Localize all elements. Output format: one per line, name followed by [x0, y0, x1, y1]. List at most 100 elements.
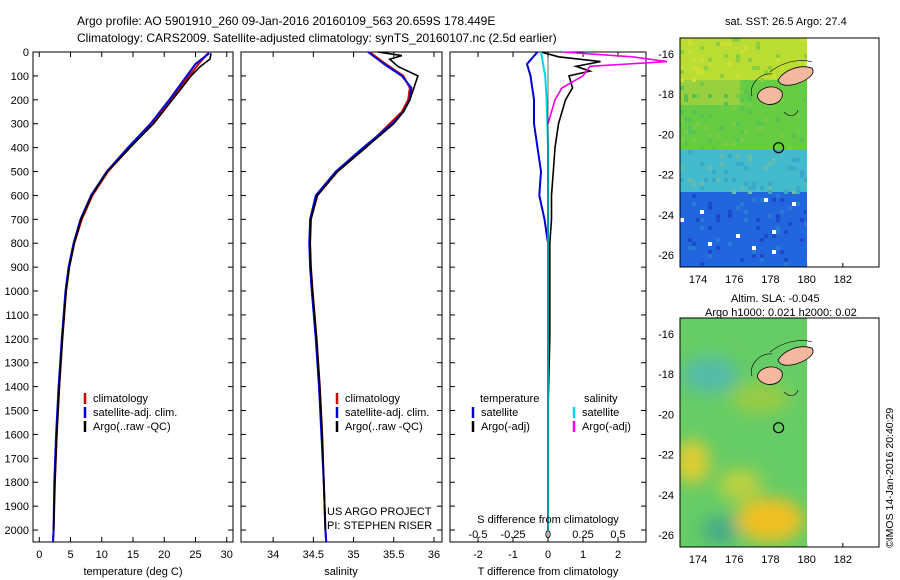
sst-pixel: [708, 58, 712, 62]
sst-pixel: [708, 62, 712, 66]
sst-pixel: [776, 226, 780, 230]
difference-x-tick-label: -1: [508, 549, 518, 561]
sst-pixel: [804, 182, 807, 186]
sst-map-lon-label: 182: [834, 274, 852, 286]
sst-pixel: [700, 114, 704, 118]
sst-pixel: [796, 186, 800, 190]
sst-pixel: [772, 250, 776, 254]
project-annotation-line2: PI: STEPHEN RISER: [327, 520, 432, 532]
sst-pixel: [688, 238, 692, 242]
difference-top-tick-label: 0.25: [572, 529, 593, 541]
sst-pixel: [744, 130, 748, 134]
sst-pixel: [688, 150, 692, 154]
sst-pixel: [680, 118, 684, 122]
sst-pixel: [780, 198, 784, 202]
sst-pixel: [716, 42, 720, 46]
sla-map-subtitle: Argo h1000: 0.021 h2000: 0.02: [705, 307, 857, 319]
reef-outline: [750, 340, 813, 396]
sst-pixel: [680, 218, 684, 222]
legend-label-climatology: climatology: [345, 393, 401, 405]
depth-tick-label: 1100: [5, 310, 29, 322]
difference-top-axis-label: S difference from climatology: [477, 514, 619, 526]
sst-pixel: [692, 202, 696, 206]
sst-pixel: [800, 170, 804, 174]
sst-pixel: [712, 170, 716, 174]
sst-pixel: [756, 218, 760, 222]
sst-pixel: [736, 74, 740, 78]
salinity-legend: climatology satellite-adj. clim. Argo(..…: [327, 393, 432, 532]
sst-coastline: [750, 60, 814, 116]
sst-pixel: [780, 66, 784, 70]
sst-pixel: [796, 130, 800, 134]
depth-tick-label: 1600: [5, 429, 29, 441]
vanua-levu-island: [777, 66, 814, 86]
depth-tick-label: 100: [11, 71, 29, 83]
sst-pixel: [804, 98, 807, 102]
sst-map-lon-label: 174: [689, 274, 707, 286]
sst-pixel: [776, 58, 780, 62]
sst-pixel: [764, 118, 768, 122]
depth-tick-label: 1300: [5, 358, 29, 370]
sst-pixel: [692, 94, 696, 98]
sst-map-lat-label: -20: [658, 129, 674, 141]
difference-series-salinity-satellite: [540, 51, 549, 530]
legend-title-temperature: temperature: [480, 393, 539, 405]
sst-pixel-noise: [680, 38, 807, 266]
sst-pixel: [700, 218, 704, 222]
difference-x-tick-label: 0: [545, 549, 551, 561]
sst-pixel: [716, 134, 720, 138]
sst-pixel: [804, 54, 807, 58]
sst-pixel: [796, 58, 800, 62]
sst-pixel: [692, 242, 696, 246]
sst-pixel: [792, 202, 796, 206]
argo-float-marker: [772, 422, 785, 434]
sst-pixel: [704, 66, 708, 70]
sst-pixel: [708, 206, 712, 210]
sst-pixel: [716, 238, 720, 242]
legend-label-satellite: satellite-adj. clim.: [93, 407, 177, 419]
sst-pixel: [788, 166, 792, 170]
difference-series-temperature-argo-adj-: [540, 51, 601, 530]
sla-map-title: Altim. SLA: -0.045: [731, 293, 820, 305]
sst-pixel: [768, 214, 772, 218]
sst-map-lon-label: 176: [725, 274, 743, 286]
sst-pixel: [688, 118, 692, 122]
sst-pixel: [696, 70, 700, 74]
sst-pixel: [716, 178, 720, 182]
sla-map-frame: [679, 317, 880, 548]
sst-pixel: [684, 130, 688, 134]
sst-pixel: [752, 182, 756, 186]
sst-pixel: [744, 46, 748, 50]
sst-pixel: [780, 134, 784, 138]
sst-pixel: [748, 102, 752, 106]
temperature-legend: climatology satellite-adj. clim. Argo(..…: [83, 393, 177, 433]
sst-pixel: [740, 258, 744, 262]
sla-map-lat-label: -22: [658, 450, 674, 462]
sst-pixel: [800, 138, 804, 142]
sst-pixel: [748, 94, 752, 98]
sst-pixel: [740, 162, 744, 166]
sla-mid-blob: [730, 383, 790, 413]
temperature-x-tick-label: 5: [67, 549, 73, 561]
sst-map-title: sat. SST: 26.5 Argo: 27.4: [725, 16, 847, 28]
sst-pixel: [772, 74, 776, 78]
sst-pixel: [720, 106, 724, 110]
salinity-x-tick-label: 34: [267, 549, 279, 561]
salinity-series-argo-raw-qc-: [309, 51, 419, 531]
sst-pixel: [740, 106, 744, 110]
depth-tick-label: 700: [11, 214, 29, 226]
sst-pixel: [680, 110, 684, 114]
legend-label-temp-argo: Argo(-adj): [481, 421, 530, 433]
sst-mid-band: [680, 80, 740, 105]
sst-pixel: [744, 182, 748, 186]
sst-pixel: [736, 94, 740, 98]
sst-pixel: [744, 166, 748, 170]
sst-pixel: [700, 182, 704, 186]
sst-pixel: [688, 42, 692, 46]
sst-pixel: [708, 242, 712, 246]
sst-pixel: [748, 98, 752, 102]
sst-pixel: [768, 182, 772, 186]
sst-pixel: [708, 202, 712, 206]
sst-pixel: [788, 222, 792, 226]
legend-label-satellite: satellite-adj. clim.: [345, 407, 429, 419]
